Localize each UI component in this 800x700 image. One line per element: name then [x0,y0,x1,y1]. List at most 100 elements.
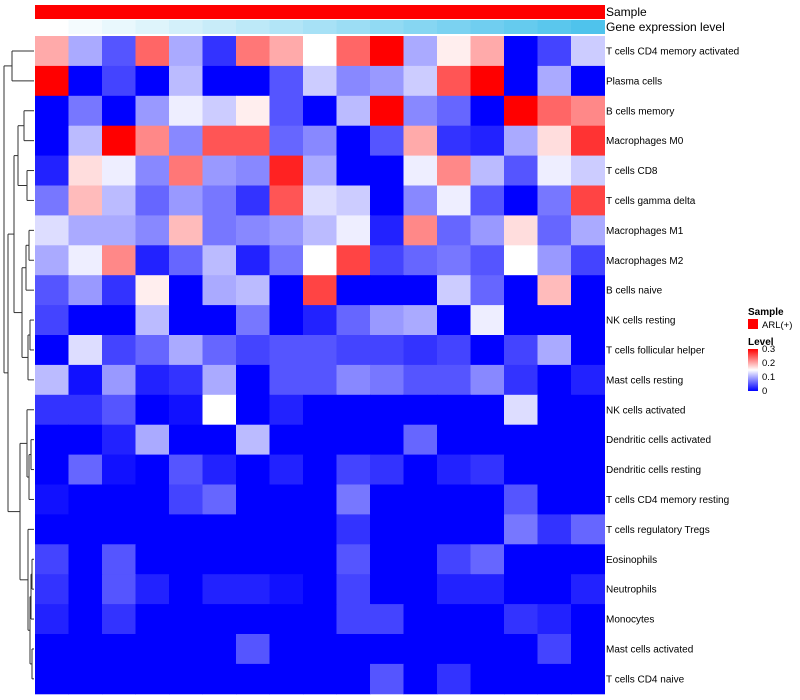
heatmap-cell [336,454,371,485]
heatmap-cell [537,215,572,246]
heatmap-cell [236,95,270,127]
heatmap-cell [504,215,538,246]
heatmap-cell [169,275,203,306]
heatmap-cell [303,335,337,366]
heatmap-cell [135,364,170,396]
heatmap-cell [169,185,203,216]
heatmap-cell [236,484,270,515]
heatmap-cell [470,454,505,485]
heatmap-cell [68,65,103,97]
heatmap-cell [504,245,538,276]
heatmap-cell [571,305,605,336]
heatmap-cell [403,275,438,306]
annotation-label-sample: Sample [606,5,647,19]
heatmap-cell [236,454,270,485]
legend-sample-title: Sample [748,307,784,318]
heatmap-cell [68,574,103,605]
heatmap-cell [504,305,538,336]
heatmap-cell [35,424,69,456]
heatmap-cell [202,484,237,515]
heatmap-cell [370,574,404,605]
legend: Sample ARL(+) Level 0.3 0.2 0.1 0 [748,307,792,397]
heatmap-cell [571,514,605,545]
heatmap-cell [35,155,69,186]
heatmap-cell [470,574,505,605]
sample-annotation-cell [571,5,605,19]
heatmap-cell [303,544,337,575]
heatmap-cell [370,36,404,67]
heatmap-cell [336,394,371,426]
heatmap-cell [370,634,404,665]
heatmap-cell [135,604,170,635]
heatmap-cell [169,125,203,157]
heatmap-cell [102,95,136,127]
row-label: Dendritic cells activated [606,435,711,446]
heatmap-cell [35,215,69,246]
heatmap-cell [135,95,170,127]
heatmap-cell [571,95,605,127]
heatmap-cell [135,514,170,545]
heatmap-cell [269,544,304,575]
row-label: Mast cells resting [606,375,683,386]
heatmap-cell [403,155,438,186]
heatmap-cell [269,125,304,157]
heatmap-cell [336,125,371,157]
heatmap-cell [303,574,337,605]
heatmap-cell [537,634,572,665]
heatmap-cell [303,484,337,515]
heatmap-cell [269,215,304,246]
heatmap-cell [202,95,237,127]
heatmap-cell [571,424,605,456]
heatmap-cell [202,394,237,426]
heatmap-cell [269,634,304,665]
heatmap-cell [102,663,136,695]
heatmap-cell [571,604,605,635]
heatmap-cell [571,663,605,695]
heatmap-cell [68,36,103,67]
row-label: Macrophages M0 [606,136,684,147]
heatmap-cell [202,604,237,635]
row-label: T cells gamma delta [606,196,696,207]
heatmap-cell [504,185,538,216]
heatmap-cell [135,574,170,605]
heatmap-cell [470,185,505,216]
heatmap-cell [403,185,438,216]
heatmap-cell [403,215,438,246]
heatmap-cell [202,125,237,157]
heatmap-cell [336,275,371,306]
expression-annotation-cell [403,20,438,34]
heatmap-cell [202,544,237,575]
heatmap-cell [336,634,371,665]
heatmap-cell [236,634,270,665]
sample-annotation-cell [202,5,237,19]
heatmap-cell [68,484,103,515]
heatmap-cell [35,604,69,635]
heatmap-cell [370,155,404,186]
heatmap-cell [537,185,572,216]
heatmap-cell [202,65,237,97]
heatmap-cell [437,424,471,456]
heatmap-cell [236,544,270,575]
heatmap-cell [437,634,471,665]
heatmap-cell [35,454,69,485]
heatmap-cell [303,185,337,216]
heatmap-cell [537,604,572,635]
heatmap-cell [68,544,103,575]
heatmap-cell [504,574,538,605]
heatmap-cell [269,514,304,545]
heatmap-cells [35,36,605,695]
heatmap-cell [202,663,237,695]
heatmap-cell [169,36,203,67]
heatmap-cell [470,424,505,456]
heatmap-cell [169,574,203,605]
heatmap-cell [336,245,371,276]
heatmap-cell [370,604,404,635]
heatmap-cell [437,245,471,276]
row-label: Mast cells activated [606,644,693,655]
legend-level-tick: 0.2 [762,358,775,369]
heatmap-cell [68,394,103,426]
row-label: T cells regulatory Tregs [606,525,710,536]
sample-annotation-cell [336,5,371,19]
heatmap-cell [571,65,605,97]
heatmap-cell [269,275,304,306]
